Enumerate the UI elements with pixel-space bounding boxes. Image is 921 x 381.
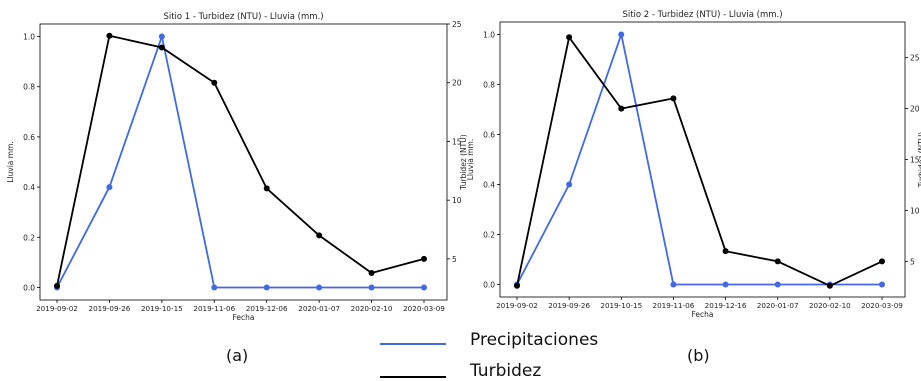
chart1-x-axis-label: Fecha bbox=[233, 313, 255, 322]
chart2-title: Sitio 2 - Turbidez (NTU) - Lluvia (mm.) bbox=[622, 10, 782, 20]
chart1-y2-tick-label: 15 bbox=[452, 137, 462, 146]
chart2-point-precipitaciones bbox=[670, 281, 677, 288]
chart2-point-precipitaciones bbox=[618, 31, 625, 38]
chart2-x-tick-label: 2020-02-10 bbox=[809, 301, 851, 310]
chart1-point-precipitaciones bbox=[421, 284, 427, 291]
chart1-point-precipitaciones bbox=[211, 284, 218, 291]
chart2-point-turbidez bbox=[774, 258, 781, 265]
chart2-y-tick-label: 1.0 bbox=[483, 31, 495, 40]
chart1-x-tick-label: 2020-01-07 bbox=[298, 304, 340, 313]
chart1-x-tick-label: 2019-09-02 bbox=[36, 304, 78, 313]
chart1-point-precipitaciones bbox=[158, 33, 165, 40]
chart2-x-tick-label: 2019-11-06 bbox=[653, 301, 695, 310]
chart1-x-tick-label: 2020-03-09 bbox=[403, 304, 445, 313]
chart2-y-tick-label: 0.4 bbox=[483, 181, 495, 190]
chart1-point-precipitaciones bbox=[316, 284, 323, 291]
chart2-point-turbidez bbox=[670, 95, 677, 102]
chart1-y2-tick-label: 5 bbox=[452, 255, 457, 264]
chart1-point-precipitaciones bbox=[368, 284, 375, 291]
chart1-y2-axis-label: Turbidez (NTU) bbox=[459, 134, 468, 190]
chart2-x-tick-label: 2019-12-16 bbox=[705, 301, 747, 310]
chart2-plot-frame bbox=[499, 21, 906, 298]
chart1-point-turbidez bbox=[368, 269, 375, 276]
chart2-x-tick-label: 2020-03-09 bbox=[861, 301, 903, 310]
chart1-y-tick-label: 0.8 bbox=[23, 83, 35, 92]
chart2-series-line-precipitaciones bbox=[516, 31, 882, 286]
chart1-y2-tick-label: 25 bbox=[452, 20, 462, 29]
chart1-point-turbidez bbox=[54, 282, 60, 289]
chart2-y2-tick-label: 5 bbox=[910, 257, 915, 266]
chart1-point-precipitaciones bbox=[106, 184, 113, 191]
chart2-y-tick-label: 0.2 bbox=[483, 231, 495, 240]
chart2-x-tick-label: 2019-10-15 bbox=[600, 301, 642, 310]
legend-line-turbidez bbox=[380, 376, 446, 378]
chart1-point-turbidez bbox=[421, 255, 427, 262]
chart2-point-turbidez bbox=[618, 105, 625, 112]
chart2-point-precipitaciones bbox=[722, 281, 729, 288]
chart1-y2-tick-label: 20 bbox=[452, 79, 462, 88]
chart2-y2-tick-label: 15 bbox=[910, 156, 920, 165]
chart1-x-tick-label: 2019-11-06 bbox=[193, 304, 235, 313]
legend: Precipitaciones Turbidez bbox=[380, 330, 620, 381]
chart2-x-tick-label: 2019-09-02 bbox=[496, 301, 538, 310]
legend-line-precipitaciones bbox=[380, 343, 446, 345]
chart1-series-line-precipitaciones bbox=[56, 33, 424, 289]
legend-label-precipitaciones: Precipitaciones bbox=[470, 330, 599, 350]
chart2-point-turbidez bbox=[826, 282, 833, 289]
chart2-point-turbidez bbox=[514, 282, 520, 289]
chart1-title: Sitio 1 - Turbidez (NTU) - Lluvia (mm.) bbox=[163, 12, 323, 22]
chart2-y-tick-label: 0.0 bbox=[483, 281, 495, 290]
sublabel-a: (a) bbox=[226, 346, 249, 365]
chart1-x-tick-label: 2020-02-10 bbox=[351, 304, 393, 313]
chart2-point-precipitaciones bbox=[566, 181, 573, 188]
chart2-y-tick-label: 0.8 bbox=[483, 81, 495, 90]
chart1-series-line-turbidez bbox=[56, 34, 425, 287]
sublabel-b: (b) bbox=[687, 346, 710, 365]
chart2-x-tick-label: 2019-09-26 bbox=[548, 301, 590, 310]
chart2-y2-tick-label: 10 bbox=[910, 206, 920, 215]
chart1-x-tick-label: 2019-10-15 bbox=[141, 304, 183, 313]
chart2-point-precipitaciones bbox=[879, 281, 885, 288]
chart2-x-axis-label: Fecha bbox=[692, 310, 714, 319]
chart2-y2-tick-label: 20 bbox=[910, 105, 920, 114]
chart2-point-turbidez bbox=[879, 258, 885, 265]
chart1-y2-tick-label: 10 bbox=[452, 196, 462, 205]
chart2-point-precipitaciones bbox=[774, 281, 781, 288]
chart1-point-turbidez bbox=[158, 44, 165, 51]
legend-label-turbidez: Turbidez bbox=[470, 361, 542, 381]
chart1-plot-frame bbox=[39, 23, 448, 301]
chart1-point-turbidez bbox=[211, 79, 218, 86]
chart2-y2-tick-label: 25 bbox=[910, 54, 920, 63]
chart1-point-turbidez bbox=[106, 32, 113, 39]
chart1-y-tick-label: 1.0 bbox=[23, 33, 35, 42]
chart1-point-turbidez bbox=[316, 232, 323, 239]
chart2-y-tick-label: 0.6 bbox=[483, 131, 495, 140]
chart2-x-tick-label: 2020-01-07 bbox=[757, 301, 799, 310]
chart1-x-tick-label: 2019-09-26 bbox=[89, 304, 131, 313]
chart1-point-turbidez bbox=[263, 185, 270, 192]
chart2-point-turbidez bbox=[566, 34, 573, 41]
chart2-point-turbidez bbox=[722, 248, 729, 255]
chart1-y-tick-label: 0.4 bbox=[23, 183, 35, 192]
chart1-y-tick-label: 0.2 bbox=[23, 233, 35, 242]
chart2-y2-axis-label: Turbidez (NTU) bbox=[917, 132, 921, 188]
chart1-y-axis-label: Lluvia mm. bbox=[6, 141, 15, 183]
chart1-point-precipitaciones bbox=[263, 284, 270, 291]
chart1-y-tick-label: 0.0 bbox=[23, 283, 35, 292]
chart1-y-tick-label: 0.6 bbox=[23, 133, 35, 142]
chart1-x-tick-label: 2019-12-06 bbox=[246, 304, 288, 313]
chart2-series-line-turbidez bbox=[516, 35, 883, 287]
chart2-y-axis-label: Lluvia mm. bbox=[466, 139, 475, 181]
